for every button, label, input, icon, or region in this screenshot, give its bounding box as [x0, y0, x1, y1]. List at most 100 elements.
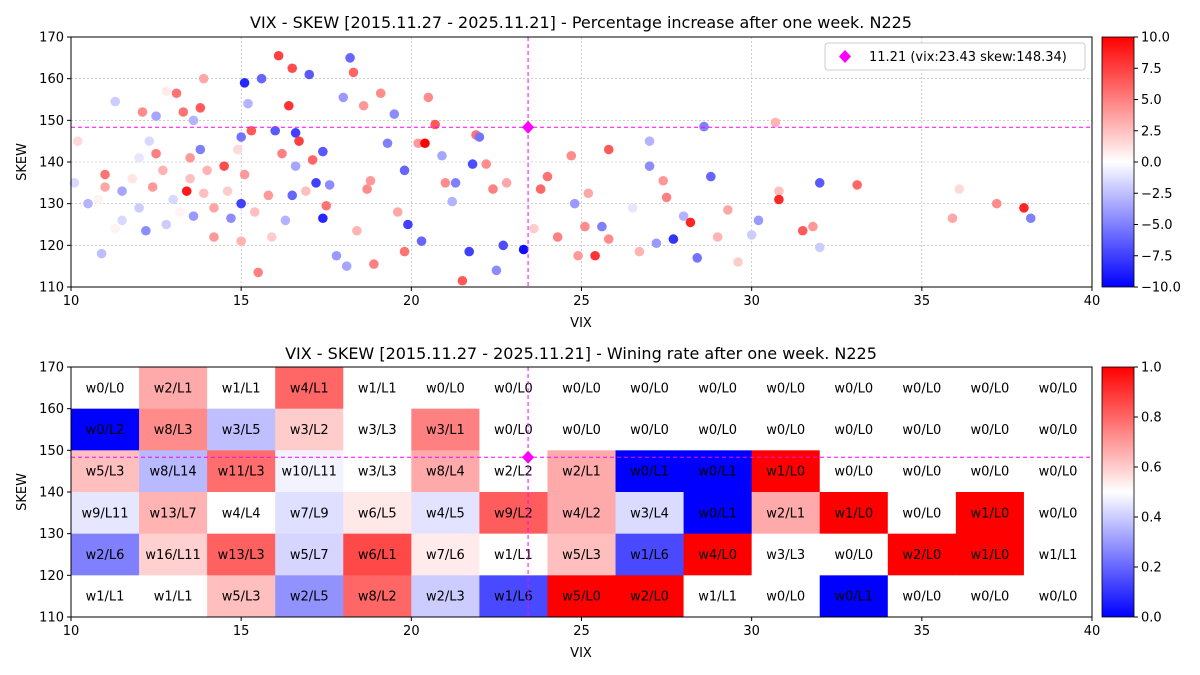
y-tick-label: 140 — [39, 156, 64, 171]
heatmap-cell — [819, 492, 889, 535]
scatter-point — [161, 219, 172, 230]
scatter-point — [226, 213, 236, 224]
heatmap-colorbar — [1101, 366, 1135, 618]
x-tick-label: 25 — [573, 624, 590, 639]
heatmap-cell — [275, 492, 344, 535]
heatmap-cell — [275, 533, 344, 576]
scatter-point — [301, 186, 311, 196]
heatmap-title: VIX - SKEW [2015.11.27 - 2025.11.21] - W… — [285, 344, 877, 363]
scatter-point — [733, 257, 743, 267]
x-tick-label: 30 — [743, 294, 760, 309]
heatmap-cell — [547, 367, 616, 410]
colorbar-tick-label: 1.0 — [1141, 361, 1162, 376]
scatter-point — [280, 215, 291, 226]
scatter-point — [712, 232, 723, 242]
heatmap-cell — [955, 533, 1025, 576]
y-tick-label: 120 — [39, 569, 64, 584]
scatter-point — [808, 221, 818, 232]
colorbar-tick-label: 0.0 — [1141, 611, 1162, 626]
heatmap-cell-label: w0/L0 — [834, 465, 873, 480]
scatter-point — [535, 184, 546, 194]
scatter-point — [365, 175, 376, 186]
heatmap-cell-label: w5/L3 — [562, 548, 601, 563]
heatmap-cell-label: w1/L0 — [834, 506, 873, 521]
heatmap-cell-label: w3/L2 — [290, 423, 329, 438]
colorbar-tick-label: 0.6 — [1141, 461, 1162, 476]
scatter-point — [181, 186, 192, 196]
colorbar-tick-label: 10.0 — [1141, 31, 1170, 46]
scatter-point — [542, 171, 553, 182]
scatter-point — [290, 161, 301, 171]
heatmap-cell-label: w0/L1 — [698, 506, 737, 521]
heatmap-cell-label: w2/L6 — [86, 548, 125, 563]
scatter-point — [331, 250, 342, 261]
heatmap-cell — [275, 575, 344, 618]
heatmap-cell — [819, 533, 889, 576]
heatmap-x-ticks: 10 15 20 25 30 35 40 — [63, 617, 1100, 639]
heatmap-cell-label: w8/L4 — [426, 465, 465, 480]
scatter-point — [127, 173, 138, 184]
heatmap-cell — [479, 367, 548, 410]
scatter-point — [168, 194, 178, 205]
scatter-point — [277, 148, 287, 159]
scatter-point — [457, 275, 468, 286]
heatmap-cell-label: w0/L0 — [1039, 465, 1078, 480]
scatter-point — [464, 246, 474, 257]
colorbar-tick-label: −10.0 — [1141, 281, 1181, 296]
heatmap-cell — [955, 575, 1025, 618]
scatter-point — [93, 194, 104, 205]
scatter-point — [658, 175, 668, 186]
scatter-point — [341, 261, 352, 271]
heatmap-cell — [411, 575, 480, 618]
scatter-point — [399, 246, 410, 257]
scatter-point — [318, 146, 328, 157]
heatmap-cell — [547, 492, 616, 535]
heatmap-cell — [343, 408, 412, 451]
scatter-chart: VIX - SKEW [2015.11.27 - 2025.11.21] - P… — [15, 13, 1181, 331]
heatmap-cell-label: w2/L1 — [154, 381, 193, 396]
scatter-point — [100, 182, 110, 192]
scatter-point — [518, 244, 529, 255]
scatter-point — [273, 50, 284, 61]
scatter-point — [100, 169, 110, 180]
scatter-point — [797, 225, 808, 236]
y-tick-label: 130 — [39, 197, 64, 212]
scatter-point — [423, 92, 434, 103]
heatmap-cell — [343, 492, 412, 535]
heatmap-cell-label: w7/L6 — [426, 548, 465, 563]
heatmap-cell — [751, 533, 821, 576]
scatter-point — [158, 165, 168, 176]
colorbar-tick-label: 7.5 — [1141, 62, 1162, 77]
scatter-point — [678, 211, 689, 221]
scatter-point — [746, 230, 757, 240]
heatmap-cell — [683, 367, 753, 410]
heatmap-cell-label: w5/L3 — [86, 465, 125, 480]
heatmap-cell-label: w0/L0 — [766, 381, 805, 396]
y-tick-label: 110 — [39, 281, 64, 296]
scatter-x-label: VIX — [570, 316, 592, 331]
heatmap-cell-label: w0/L0 — [971, 381, 1010, 396]
heatmap-cell — [207, 367, 276, 410]
heatmap-cell — [1023, 367, 1093, 410]
heatmap-cell-label: w2/L5 — [290, 590, 329, 605]
heatmap-cell-label: w1/L1 — [1039, 548, 1078, 563]
scatter-point — [529, 223, 539, 234]
heatmap-chart: VIX - SKEW [2015.11.27 - 2025.11.21] - W… — [15, 344, 1162, 661]
scatter-point — [188, 211, 199, 221]
heatmap-cell-label: w1/L1 — [494, 548, 533, 563]
scatter-point — [83, 198, 93, 209]
heatmap-cell — [615, 367, 684, 410]
x-tick-label: 10 — [63, 624, 80, 639]
scatter-point — [287, 190, 298, 201]
scatter-point — [1019, 203, 1029, 213]
heatmap-cell-label: w0/L0 — [86, 381, 125, 396]
y-tick-label: 150 — [39, 444, 64, 459]
heatmap-cell — [547, 575, 616, 618]
scatter-point — [501, 178, 512, 188]
heatmap-cell-label: w0/L0 — [834, 381, 873, 396]
heatmap-cell-label: w5/L7 — [290, 548, 329, 563]
heatmap-cell-label: w0/L0 — [1039, 381, 1078, 396]
heatmap-cell — [139, 408, 208, 451]
scatter-point — [348, 67, 359, 78]
heatmap-cell-label: w4/L2 — [562, 506, 601, 521]
